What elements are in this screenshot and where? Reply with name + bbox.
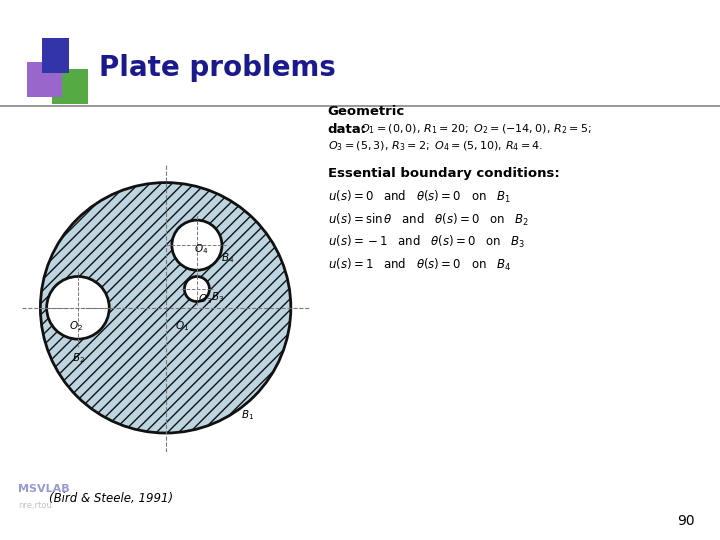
- Text: $B_1$: $B_1$: [240, 408, 254, 422]
- Text: (Bird & Steele, 1991): (Bird & Steele, 1991): [49, 492, 173, 505]
- Text: Essential boundary conditions:: Essential boundary conditions:: [328, 167, 559, 180]
- Text: $B_2$: $B_2$: [72, 352, 85, 366]
- Text: $O_3=(5,3),\,R_3=2;\;O_4=(5,10),\,R_4=4.$: $O_3=(5,3),\,R_3=2;\;O_4=(5,10),\,R_4=4.…: [328, 139, 543, 153]
- Text: Geometric: Geometric: [328, 105, 405, 118]
- Text: 90: 90: [678, 514, 695, 528]
- Circle shape: [40, 183, 291, 433]
- Text: nre,rtou: nre,rtou: [18, 501, 52, 510]
- Text: $O_4$: $O_4$: [194, 242, 208, 256]
- Circle shape: [172, 220, 222, 270]
- Circle shape: [184, 276, 210, 301]
- Circle shape: [47, 276, 109, 339]
- Text: data:: data:: [328, 123, 366, 136]
- Text: $B_3$: $B_3$: [211, 291, 224, 304]
- Text: $u(s)=-1\;$  and  $\;\theta(s)=0\;$  on  $\;B_3$: $u(s)=-1\;$ and $\;\theta(s)=0\;$ on $\;…: [328, 234, 525, 251]
- Text: Plate problems: Plate problems: [99, 54, 336, 82]
- Text: $u(s)=\sin\theta\;$  and  $\;\theta(s)=0\;$  on  $\;B_2$: $u(s)=\sin\theta\;$ and $\;\theta(s)=0\;…: [328, 212, 529, 228]
- Text: $u(s)=0\;$  and  $\;\theta(s)=0\;$  on  $\;B_1$: $u(s)=0\;$ and $\;\theta(s)=0\;$ on $\;B…: [328, 189, 510, 205]
- Text: $O_3$: $O_3$: [198, 292, 212, 306]
- Text: $O_1=(0,0),\,R_1=20;\;O_2=(-14,0),\,R_2=5;$: $O_1=(0,0),\,R_1=20;\;O_2=(-14,0),\,R_2=…: [360, 123, 592, 136]
- Text: $O_1$: $O_1$: [175, 319, 189, 333]
- Text: $B_4$: $B_4$: [221, 252, 234, 265]
- Text: $O_2$: $O_2$: [68, 319, 83, 333]
- Text: MSVLAB: MSVLAB: [18, 484, 70, 494]
- Text: $u(s)=1\;$  and  $\;\theta(s)=0\;$  on  $\;B_4$: $u(s)=1\;$ and $\;\theta(s)=0\;$ on $\;B…: [328, 257, 510, 273]
